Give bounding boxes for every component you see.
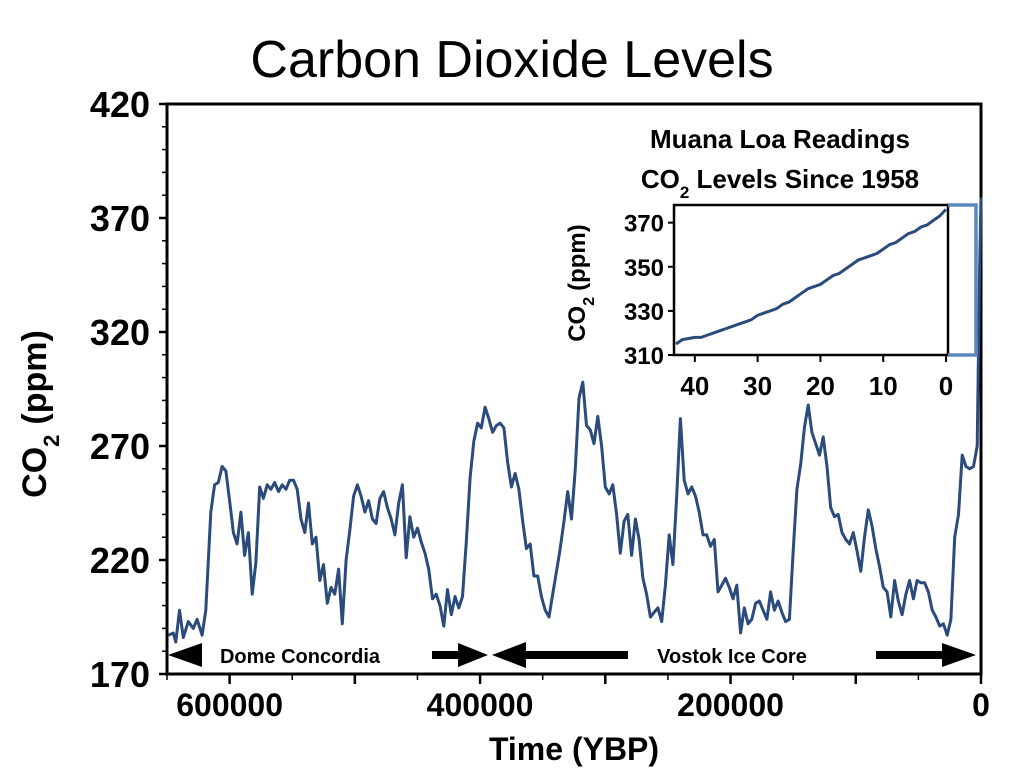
inset-y-tick-label: 370 [624,211,664,238]
inset-x-tick-label: 0 [939,371,953,401]
main-y-axis-label-unit: (ppm) [16,330,54,424]
dome-concordia-annotation: Dome Concordia [168,643,488,668]
inset-title-line1: Muana Loa Readings [650,124,910,154]
inset-y-axis-label-unit: (ppm) [564,224,591,291]
inset-y-axis-label-sub: 2 [581,297,598,306]
main-y-tick-label: 320 [90,312,150,353]
main-y-axis: 170 220 270 320 370 420 [90,84,167,695]
main-y-axis-label: CO2 (ppm) [16,330,64,498]
vostok-arrow-left-head [492,642,526,668]
inset-x-tick-label: 40 [680,371,709,401]
vostok-ice-core-label: Vostok Ice Core [657,646,807,668]
inset-y-tick-label: 310 [624,343,664,370]
main-x-tick-label: 400000 [427,687,534,723]
inset-y-axis-label-co: CO [564,306,591,342]
main-y-tick-label: 270 [90,426,150,467]
main-series [167,197,983,644]
inset-y-axis: 310 330 350 370 [624,211,674,370]
inset-title-sub: 2 [680,183,689,202]
main-y-tick-label: 220 [90,540,150,581]
main-x-axis-label: Time (YBP) [489,731,659,767]
inset-x-tick-label: 20 [806,371,835,401]
inset-title-rest: Levels Since 1958 [689,164,919,194]
inset-title-co: CO [641,164,680,194]
dome-arrow-left-head [168,643,202,667]
inset-series [675,208,948,346]
main-co2-line [167,197,983,644]
inset-zoom-bracket [948,203,978,357]
dome-arrow-right-head [458,643,488,667]
main-x-tick-label: 600000 [176,687,283,723]
vostok-annotation: Vostok Ice Core [492,642,976,668]
inset-x-axis: 40 30 20 10 0 [680,355,953,401]
inset-title-line2: CO2 Levels Since 1958 [641,164,919,202]
main-y-tick-label: 420 [90,84,150,125]
inset-y-tick-label: 330 [624,299,664,326]
inset-x-tick-label: 30 [743,371,772,401]
main-y-axis-label-sub: 2 [39,435,64,447]
main-x-tick-label: 200000 [677,687,784,723]
main-x-axis: 600000 400000 200000 0 [166,674,990,723]
vostok-arrow-right-head [942,643,976,667]
main-y-axis-label-co: CO [16,447,54,498]
inset-co2-line [675,208,948,346]
dome-concordia-label: Dome Concordia [220,646,381,668]
inset-y-tick-label: 350 [624,255,664,282]
main-y-tick-label: 370 [90,198,150,239]
inset-y-axis-label: CO2 (ppm) [564,224,598,342]
chart-title: Carbon Dioxide Levels [250,31,774,89]
main-x-tick-label: 0 [972,687,990,723]
inset-x-tick-label: 10 [869,371,898,401]
inset-chart: Muana Loa Readings CO2 Levels Since 1958… [564,124,978,401]
main-plot-frame [165,102,983,676]
main-y-tick-label: 170 [90,654,150,695]
